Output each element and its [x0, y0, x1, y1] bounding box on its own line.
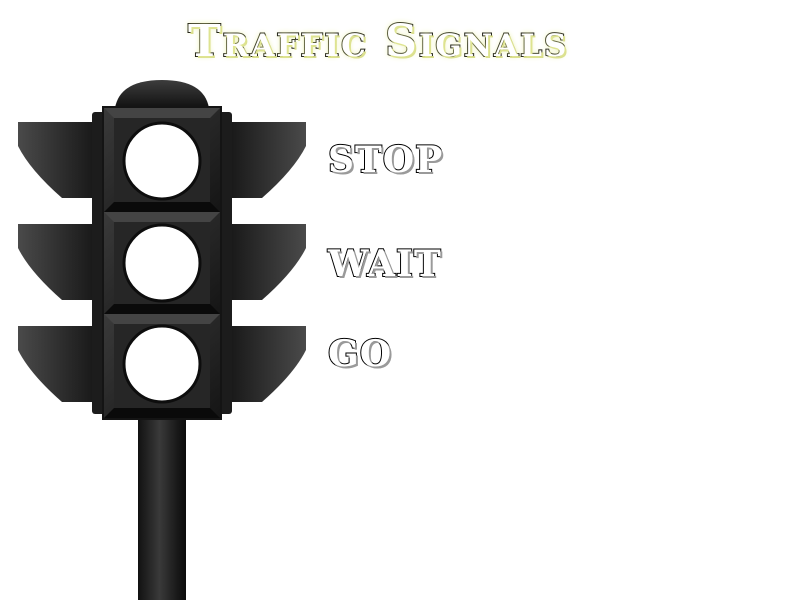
lens-go — [122, 324, 202, 404]
signal-label-stop: STOP — [327, 139, 444, 181]
signal-pole — [138, 418, 186, 600]
light-unit-top — [104, 108, 220, 212]
visor-right-middle — [232, 224, 306, 300]
visor-left-bottom — [18, 326, 92, 402]
page-title: Traffic Signals — [187, 16, 569, 67]
light-unit-middle — [104, 212, 220, 314]
light-unit-bottom — [104, 314, 220, 418]
visor-right-top — [232, 122, 306, 198]
lens-wait — [122, 223, 202, 303]
visor-left-middle — [18, 224, 92, 300]
lens-stop — [122, 121, 202, 201]
signal-label-go: GO — [327, 333, 393, 375]
signal-label-wait: WAIT — [327, 243, 442, 285]
signal-cap — [115, 80, 209, 108]
visor-left-top — [18, 122, 92, 198]
visor-right-bottom — [232, 326, 306, 402]
